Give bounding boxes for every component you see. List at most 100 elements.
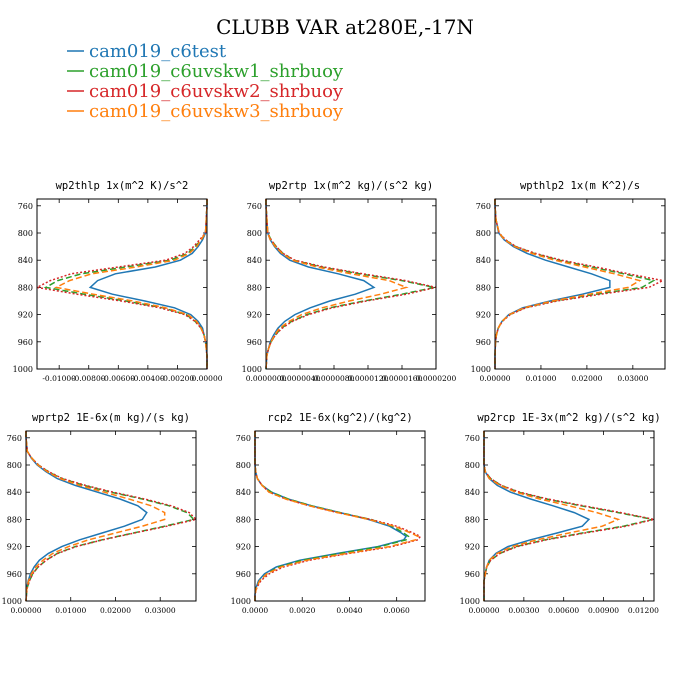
legend-item: cam019_c6uvskw3_shrbuoy [67,101,344,122]
plot-frame [494,198,666,370]
y-tick-label: 960 [247,338,262,347]
y-tick-label: 920 [7,543,22,552]
y-tick-label: 920 [465,543,480,552]
y-tick-label: 840 [236,488,251,497]
x-tick-label: 0.03000 [145,606,176,615]
y-tick-label: 840 [247,256,262,265]
x-tick-label: 0.0040 [336,606,362,615]
x-tick-label: 0.0000120 [348,374,389,383]
series-line [254,431,410,601]
plot-frame [483,430,655,602]
x-tick-label: -0.01000 [42,374,76,383]
x-tick-label: 0.01200 [628,606,659,615]
y-tick-label: 760 [18,202,33,211]
y-tick-label: 880 [236,515,251,524]
series-line [25,431,148,602]
y-tick-label: 1000 [471,365,491,374]
series-line [53,199,208,369]
series-line [483,431,591,601]
y-tick-label: 880 [465,515,480,524]
y-tick-label: 800 [247,229,262,238]
x-tick-label: 0.00000 [479,374,510,383]
legend-label: cam019_c6test [89,41,227,62]
x-tick-label: 0.0000160 [382,374,423,383]
y-tick-label: 800 [18,229,33,238]
x-tick-label: 0.02000 [100,606,131,615]
y-tick-label: 960 [476,338,491,347]
y-tick-label: 840 [476,256,491,265]
panel-title: rcp2 1E-6x(kg^2)/(kg^2) [267,412,412,424]
y-tick-label: 880 [7,515,22,524]
y-tick-label: 800 [236,461,251,470]
x-tick-label: -0.00400 [131,374,165,383]
series-line [494,199,656,369]
x-tick-label: 0.00000 [10,606,41,615]
panel-title: wprtp2 1E-6x(m kg)/(s kg) [32,412,190,424]
figure-title: CLUBB VAR at280E,-17N [216,15,474,39]
y-tick-label: 1000 [242,365,262,374]
series-line [483,431,653,601]
y-tick-label: 880 [476,283,491,292]
y-tick-label: 1000 [13,365,33,374]
y-tick-label: 1000 [2,597,22,606]
x-tick-label: 0.01000 [525,374,556,383]
y-tick-label: 880 [18,283,33,292]
x-tick-label: -0.00200 [161,374,195,383]
x-tick-label: 0.00600 [548,606,579,615]
y-tick-label: 1000 [231,597,251,606]
profile-panel: wp2rcp 1E-3x(m^2 kg)/(s^2 kg) 760 800 840 88… [460,412,661,615]
y-tick-label: 840 [7,488,22,497]
y-tick-label: 960 [236,570,251,579]
series-line [254,431,422,601]
y-tick-label: 960 [7,570,22,579]
x-tick-label: 0.00000 [191,374,222,383]
profile-panel: rcp2 1E-6x(kg^2)/(kg^2) 760 800 840 880 920 96… [231,412,426,615]
legend: cam019_c6test cam019_c6uvskw1_shrbuoy ca… [67,41,344,122]
series-line [25,431,196,602]
series-line [88,199,208,369]
y-tick-label: 800 [7,461,22,470]
legend-label: cam019_c6uvskw3_shrbuoy [89,101,344,122]
y-tick-label: 800 [476,229,491,238]
x-tick-label: 0.0000040 [280,374,321,383]
plot-frame [36,198,208,370]
series-line [265,199,409,370]
legend-item: cam019_c6uvskw1_shrbuoy [67,61,344,82]
legend-label: cam019_c6uvskw2_shrbuoy [89,81,344,102]
y-tick-label: 920 [247,311,262,320]
panels: wp2thlp 1x(m^2 K)/s^2 760 800 840 880 920 960 1… [2,180,666,615]
x-tick-label: 0.0060 [384,606,410,615]
series-line [25,431,166,602]
legend-item: cam019_c6test [67,41,227,62]
series-line [34,199,208,369]
series-line [254,431,420,601]
series-line [494,199,666,369]
series-line [265,199,376,370]
series-line [494,199,611,369]
x-tick-label: 0.00900 [588,606,619,615]
x-tick-label: 0.0000200 [416,374,457,383]
y-tick-label: 840 [18,256,33,265]
y-tick-label: 920 [476,311,491,320]
x-tick-label: 0.00300 [508,606,539,615]
plot-frame [254,430,426,602]
x-tick-label: 0.03000 [617,374,648,383]
plot-frame [265,198,437,370]
y-tick-label: 760 [247,202,262,211]
y-tick-label: 960 [18,338,33,347]
profile-panel: wp2rtp 1x(m^2 kg)/(s^2 kg) 760 800 840 880 92… [242,180,457,383]
series-line [265,199,437,370]
y-tick-label: 800 [465,461,480,470]
series-line [494,199,642,369]
panel-title: wp2rtp 1x(m^2 kg)/(s^2 kg) [269,180,433,192]
series-line [483,431,621,601]
x-tick-label: -0.00600 [102,374,136,383]
x-tick-label: 0.0020 [289,606,315,615]
y-tick-label: 960 [465,570,480,579]
series-line [25,431,198,602]
legend-label: cam019_c6uvskw1_shrbuoy [89,61,344,82]
y-tick-label: 840 [465,488,480,497]
x-tick-label: 0.01000 [55,606,86,615]
series-line [483,431,655,601]
x-tick-label: -0.00800 [72,374,106,383]
